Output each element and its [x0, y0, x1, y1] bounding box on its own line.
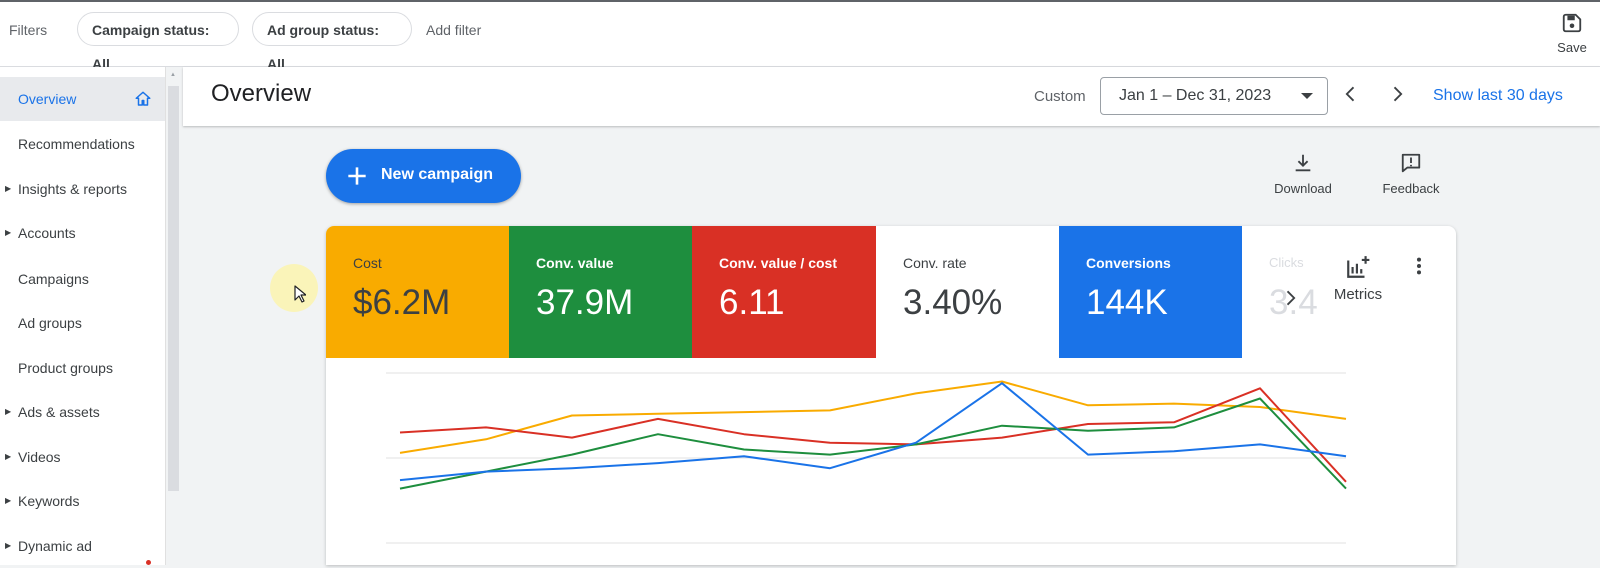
download-icon: [1295, 154, 1311, 172]
page-title: Overview: [211, 80, 312, 107]
feedback-icon: [1401, 153, 1421, 173]
expand-caret-icon: ▶: [5, 228, 12, 237]
sidebar-item-campaigns[interactable]: Campaigns: [0, 257, 165, 301]
performance-line-chart: [386, 372, 1347, 544]
more-options-icon[interactable]: [1408, 254, 1430, 278]
sidebar-nav: Overview Recommendations ▶ Insights & re…: [0, 67, 166, 565]
sidebar-item-label: Insights & reports: [18, 181, 127, 197]
filters-label: Filters: [9, 22, 48, 38]
campaign-status-filter-chip[interactable]: Campaign status: All: [77, 12, 239, 72]
scorecard-value: 144K: [1086, 283, 1168, 322]
expand-caret-icon: ▶: [5, 184, 12, 193]
metrics-label: Metrics: [1333, 286, 1383, 303]
sidebar-item-label: Product groups: [18, 360, 113, 376]
sidebar-item-label: Accounts: [18, 225, 76, 241]
sidebar-item-label: Overview: [18, 91, 77, 107]
dropdown-caret-icon: [1301, 93, 1313, 99]
save-label: Save: [1557, 40, 1587, 55]
scorecard-value: 3.40%: [903, 283, 1003, 322]
expand-caret-icon: ▶: [5, 452, 12, 461]
scorecard-label: Conv. value / cost: [719, 255, 837, 271]
sidebar-item-ads-assets[interactable]: ▶ Ads & assets: [0, 390, 165, 434]
chart-series-line-2[interactable]: [399, 387, 1347, 483]
expand-caret-icon: ▶: [5, 541, 12, 550]
sidebar-item-recommendations[interactable]: Recommendations: [0, 122, 165, 166]
mouse-cursor-icon: [294, 285, 306, 303]
scorecard-conv-rate[interactable]: Conv. rate 3.40%: [876, 226, 1060, 358]
scorecard-cost[interactable]: Cost $6.2M: [326, 226, 509, 358]
sidebar-item-overview[interactable]: Overview: [0, 77, 165, 121]
scorecard-conv-value-per-cost[interactable]: Conv. value / cost 6.11: [692, 226, 876, 358]
scorecard-label: Conv. rate: [903, 255, 967, 271]
sidebar-item-label: Keywords: [18, 493, 80, 509]
add-filter-button[interactable]: Add filter: [426, 22, 482, 38]
scorecards-next-icon[interactable]: [1280, 288, 1300, 308]
scorecard-value: $6.2M: [353, 283, 451, 322]
sidebar-item-label: Dynamic ad: [18, 538, 92, 554]
sidebar-item-product-groups[interactable]: Product groups: [0, 346, 165, 390]
save-icon: [1562, 13, 1582, 33]
sidebar-item-ad-groups[interactable]: Ad groups: [0, 301, 165, 345]
scorecard-value: 6.11: [719, 283, 785, 322]
previous-period-icon[interactable]: [1341, 84, 1361, 104]
scorecard-conversions[interactable]: Conversions 144K: [1059, 226, 1242, 358]
show-last-30-days-link[interactable]: Show last 30 days: [1433, 87, 1563, 104]
date-range-type-label: Custom: [1034, 88, 1086, 105]
filter-bar: Filters Campaign status: All Ad group st…: [0, 2, 1600, 72]
sidebar-item-label: Ads & assets: [18, 404, 100, 420]
scorecard-value: 37.9M: [536, 283, 634, 322]
scorecard-label: Cost: [353, 255, 382, 271]
sidebar-item-label: Recommendations: [18, 136, 135, 152]
sidebar-item-dynamic-ad[interactable]: ▶ Dynamic ad: [0, 524, 165, 568]
download-button[interactable]: Download: [1266, 152, 1340, 196]
feedback-label: Feedback: [1382, 181, 1440, 196]
next-period-icon[interactable]: [1387, 84, 1407, 104]
scorecard-value: 3.4: [1269, 283, 1318, 322]
page-header: Overview Custom Jan 1 – Dec 31, 2023 Sho…: [183, 67, 1600, 126]
plus-icon: [348, 167, 366, 185]
new-campaign-label: New campaign: [381, 166, 494, 183]
save-button[interactable]: Save: [1548, 12, 1596, 62]
chart-series-line-4[interactable]: [399, 382, 1347, 482]
chart-series-line-3[interactable]: [399, 397, 1347, 490]
date-range-value: Jan 1 – Dec 31, 2023: [1119, 87, 1272, 104]
sidebar-scrollbar-thumb[interactable]: [168, 86, 179, 491]
sidebar-item-keywords[interactable]: ▶ Keywords: [0, 479, 165, 523]
new-campaign-button[interactable]: New campaign: [326, 149, 521, 203]
top-border: [0, 0, 1600, 2]
sidebar-item-label: Videos: [18, 449, 61, 465]
notification-dot: [146, 560, 151, 565]
scorecard-label: Conv. value: [536, 255, 614, 271]
sidebar-item-label: Campaigns: [18, 271, 89, 287]
cursor-highlight: [270, 264, 318, 312]
scorecard-conv-value[interactable]: Conv. value 37.9M: [509, 226, 692, 358]
ad-group-status-filter-chip[interactable]: Ad group status: All: [252, 12, 412, 72]
expand-caret-icon: ▶: [5, 496, 12, 505]
sidebar-item-videos[interactable]: ▶ Videos: [0, 435, 165, 479]
sidebar-item-label: Ad groups: [18, 315, 82, 331]
performance-card: Cost $6.2M Conv. value 37.9M Conv. value…: [326, 226, 1456, 565]
chart-series-line-1[interactable]: [399, 380, 1347, 454]
add-metric-chart-icon: [1347, 256, 1370, 278]
scorecard-label: Clicks: [1269, 255, 1304, 270]
date-range-select[interactable]: Jan 1 – Dec 31, 2023: [1100, 77, 1328, 115]
home-icon: [135, 91, 151, 106]
scorecard-label: Conversions: [1086, 255, 1171, 271]
download-label: Download: [1274, 181, 1332, 196]
metrics-button[interactable]: Metrics: [1328, 254, 1388, 303]
sidebar-item-accounts[interactable]: ▶ Accounts: [0, 211, 165, 255]
expand-caret-icon: ▶: [5, 407, 12, 416]
sidebar-item-insights-reports[interactable]: ▶ Insights & reports: [0, 167, 165, 211]
feedback-button[interactable]: Feedback: [1374, 152, 1448, 196]
scroll-up-arrow-icon[interactable]: ▲: [170, 72, 176, 78]
